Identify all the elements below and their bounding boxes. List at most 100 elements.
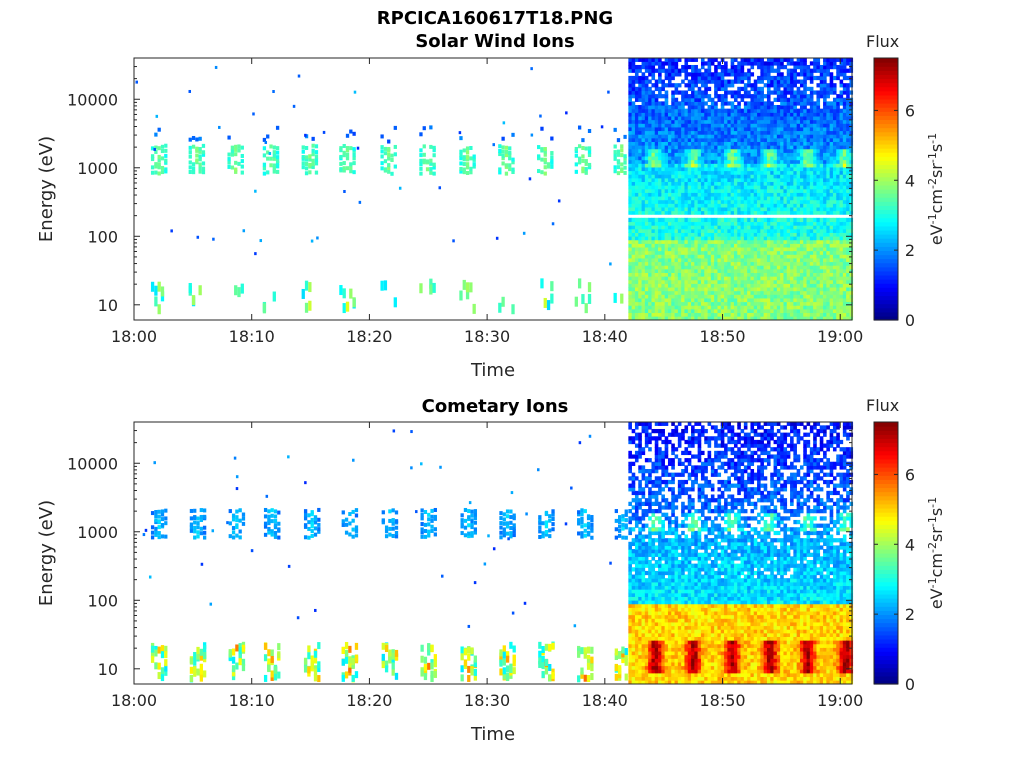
colorbar-segment xyxy=(874,573,898,579)
x-tick-label: 18:40 xyxy=(582,327,628,346)
colorbar-segment xyxy=(874,454,898,460)
panel-title-solar-wind: Solar Wind Ions xyxy=(415,31,575,52)
colorbar-segment xyxy=(874,422,898,427)
colorbar-segment xyxy=(874,131,898,137)
colorbar-segment xyxy=(874,589,898,595)
colorbar-segment xyxy=(874,581,898,587)
y-tick-label: 1000 xyxy=(77,523,118,542)
colorbar-segment xyxy=(874,279,898,284)
colorbar-segment xyxy=(874,630,898,636)
colorbar-tick-label: 4 xyxy=(905,171,915,190)
colorbar-segment xyxy=(874,266,898,272)
colorbar-segment xyxy=(874,663,898,669)
colorbar-segment xyxy=(874,287,898,292)
colorbar-tick-label: 4 xyxy=(905,535,915,554)
colorbar-segment xyxy=(874,135,898,141)
colorbar-segment xyxy=(874,540,898,546)
panel-title-cometary: Cometary Ions xyxy=(421,396,569,417)
colorbar-segment xyxy=(874,86,898,92)
colorbar-tick-label: 2 xyxy=(905,241,915,260)
colorbar-segment xyxy=(874,450,898,456)
colorbar-segment xyxy=(874,507,898,513)
colorbar-segment xyxy=(874,299,898,305)
colorbar-segment xyxy=(874,671,898,677)
colorbar-title-1: Flux xyxy=(866,32,900,51)
colorbar-segment xyxy=(874,201,898,206)
colorbar-segment xyxy=(874,553,898,558)
x-axis-label: Time xyxy=(470,724,515,745)
colorbar-segment xyxy=(874,315,898,321)
colorbar-segment xyxy=(874,647,898,652)
colorbar-frame xyxy=(873,421,899,685)
colorbar-segment xyxy=(874,152,898,157)
colorbar: 0 2 4 6 eV-1cm-2sr-1s-1 xyxy=(873,421,946,694)
y-axis-label: Energy (eV) xyxy=(36,136,57,242)
x-tick-label: 18:20 xyxy=(346,691,392,710)
colorbar-segment xyxy=(874,667,898,673)
x-tick-label: 18:10 xyxy=(229,327,275,346)
y-tick-label: 10 xyxy=(98,660,118,679)
colorbar-segment xyxy=(874,610,898,616)
colorbar-segment xyxy=(874,225,898,231)
spectrogram-panel-2: 18:00 18:10 18:20 18:30 18:40 18:50 19:00 10 100… xyxy=(36,421,946,745)
colorbar-segment xyxy=(874,205,898,211)
colorbar-segment xyxy=(874,462,898,468)
colorbar-segment xyxy=(874,229,898,235)
colorbar-segment xyxy=(874,467,898,472)
colorbar-segment xyxy=(874,119,898,125)
figure-title: RPCICA160617T18.PNG xyxy=(376,8,614,29)
colorbar-segment xyxy=(874,430,898,435)
colorbar-segment xyxy=(874,258,898,264)
colorbar-segment xyxy=(874,295,898,301)
colorbar-segment xyxy=(874,503,898,509)
colorbar-segment xyxy=(874,475,898,480)
x-tick-label: 18:40 xyxy=(582,691,628,710)
x-tick-label: 18:30 xyxy=(464,327,510,346)
colorbar-segment xyxy=(874,283,898,288)
colorbar-segment xyxy=(874,238,898,243)
colorbar-segment xyxy=(874,679,898,685)
axes-box xyxy=(133,57,853,321)
colorbar-segment xyxy=(874,148,898,153)
colorbar-segment xyxy=(874,254,898,260)
colorbar-segment xyxy=(874,107,898,112)
colorbar-segment xyxy=(874,70,898,75)
colorbar-segment xyxy=(874,577,898,583)
colorbar-segment xyxy=(874,434,898,439)
colorbar-segment xyxy=(874,569,898,575)
colorbar-segment xyxy=(874,495,898,501)
colorbar-segment xyxy=(874,139,898,145)
colorbar-segment xyxy=(874,655,898,661)
x-tick-label: 18:50 xyxy=(699,327,745,346)
colorbar-segment xyxy=(874,184,898,190)
colorbar-segment xyxy=(874,618,898,624)
colorbar-tick-label: 0 xyxy=(905,675,915,694)
colorbar-tick-label: 6 xyxy=(905,465,915,484)
colorbar-segment xyxy=(874,520,898,525)
colorbar-segment xyxy=(874,115,898,121)
colorbar-segment xyxy=(874,262,898,268)
colorbar-segment xyxy=(874,82,898,88)
colorbar-segment xyxy=(874,217,898,223)
colorbar: 0 2 4 6 eV-1cm-2sr-1s-1 xyxy=(873,57,946,330)
colorbar-segment xyxy=(874,446,898,452)
colorbar-segment xyxy=(874,557,898,562)
colorbar-segment xyxy=(874,180,898,186)
colorbar-segment xyxy=(874,123,898,129)
colorbar-segment xyxy=(874,487,898,493)
x-tick-label: 18:20 xyxy=(346,327,392,346)
colorbar-segment xyxy=(874,221,898,227)
colorbar-segment xyxy=(874,234,898,239)
colorbar-segment xyxy=(874,491,898,497)
colorbar-segment xyxy=(874,311,898,317)
y-tick-label: 1000 xyxy=(77,159,118,178)
colorbar-segment xyxy=(874,483,898,489)
colorbar-segment xyxy=(874,634,898,640)
colorbar-segment xyxy=(874,66,898,71)
colorbar-segment xyxy=(874,189,898,194)
colorbar-segment xyxy=(874,246,898,252)
colorbar-segment xyxy=(874,197,898,202)
y-tick-label: 10 xyxy=(98,296,118,315)
colorbar-segment xyxy=(874,499,898,505)
